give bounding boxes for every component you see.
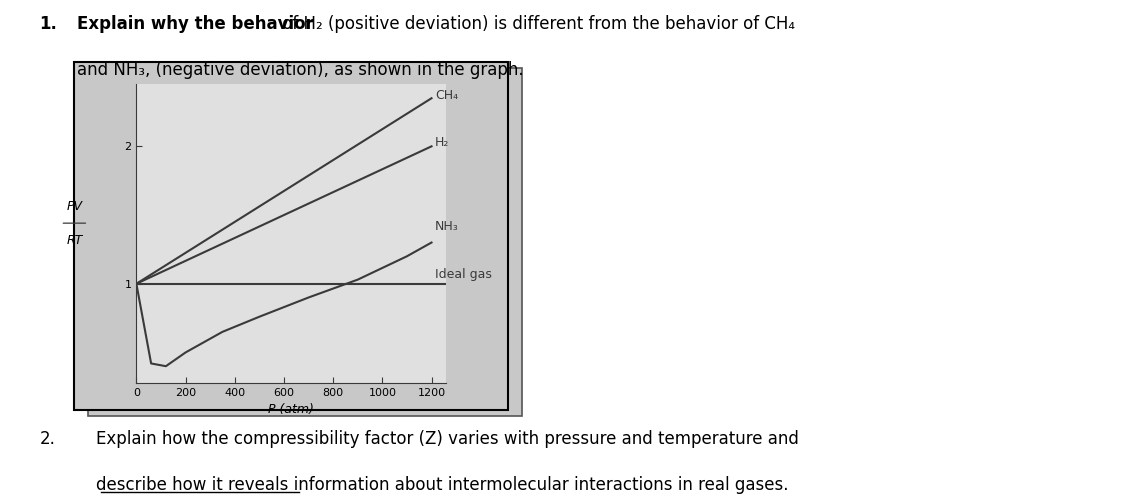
Text: NH₃: NH₃ <box>435 220 459 233</box>
Text: 1.: 1. <box>39 15 57 33</box>
Text: of H₂ (positive deviation) is different from the behavior of CH₄: of H₂ (positive deviation) is different … <box>277 15 796 33</box>
X-axis label: P (atm): P (atm) <box>268 403 314 416</box>
Text: 2.: 2. <box>39 430 55 448</box>
Text: Explain how the compressibility factor (Z) varies with pressure and temperature : Explain how the compressibility factor (… <box>96 430 799 448</box>
Text: H₂: H₂ <box>435 136 450 149</box>
Text: and NH₃, (negative deviation), as shown in the graph.: and NH₃, (negative deviation), as shown … <box>77 61 523 79</box>
Text: RT: RT <box>66 234 82 247</box>
Text: PV: PV <box>66 200 82 213</box>
Text: CH₄: CH₄ <box>435 89 459 102</box>
Text: Explain why the behavior: Explain why the behavior <box>77 15 313 33</box>
Text: Ideal gas: Ideal gas <box>435 268 492 281</box>
Text: describe how it reveals information about intermolecular interactions in real ga: describe how it reveals information abou… <box>96 476 788 494</box>
